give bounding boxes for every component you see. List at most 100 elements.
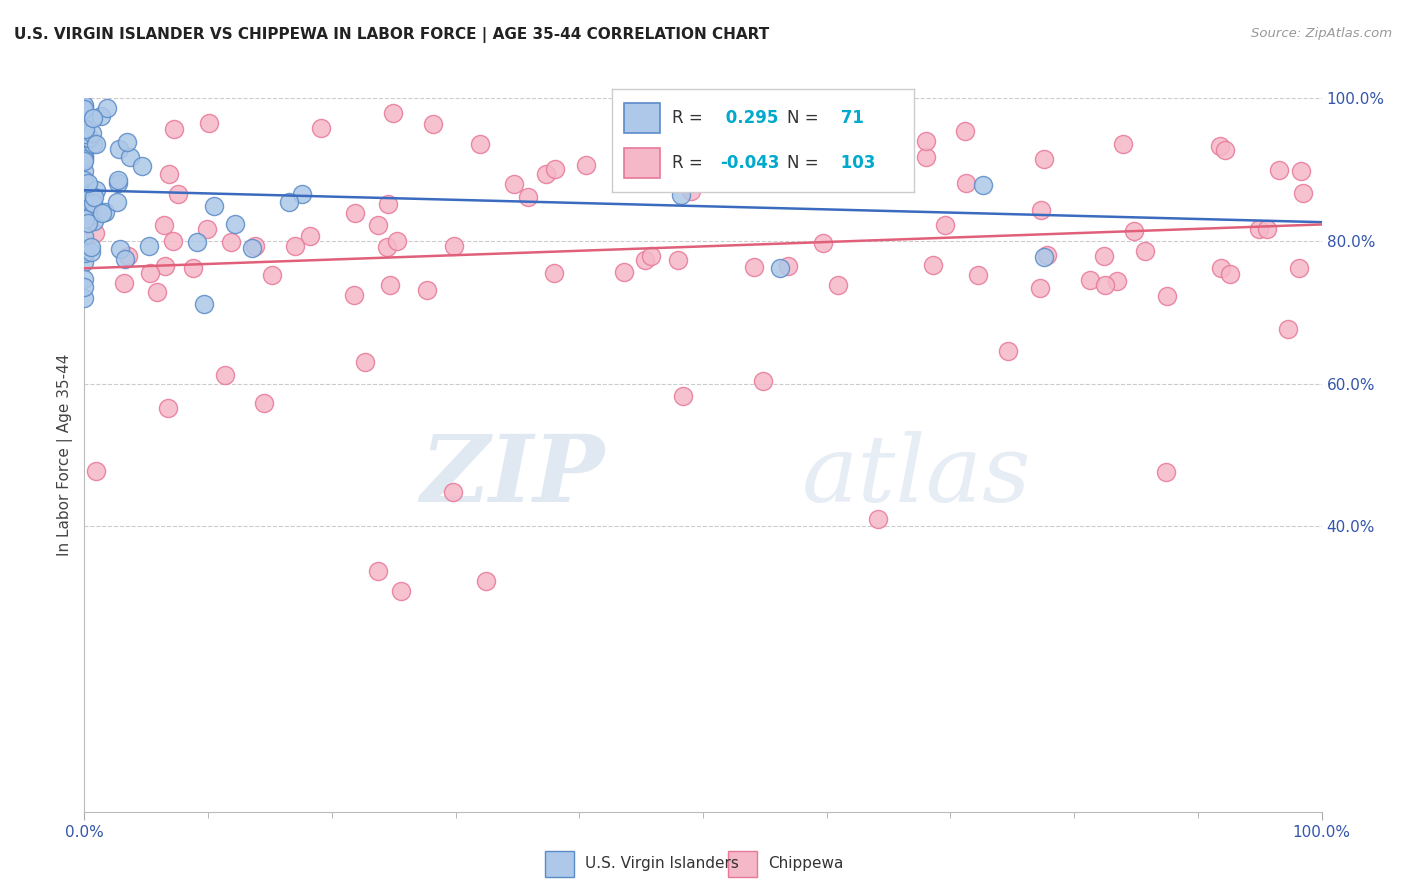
Point xyxy=(73,100,96,114)
Text: R =: R = xyxy=(672,109,703,127)
Point xyxy=(243,238,266,252)
Point xyxy=(886,159,908,173)
Point xyxy=(83,214,105,228)
Point xyxy=(1215,144,1237,158)
Point xyxy=(224,217,246,231)
Point xyxy=(75,128,97,142)
Bar xyxy=(728,851,758,877)
Point xyxy=(543,266,565,280)
Point xyxy=(193,297,215,311)
Point xyxy=(108,142,131,156)
Point xyxy=(375,240,398,254)
Point xyxy=(73,272,96,286)
Point xyxy=(163,122,186,136)
Point xyxy=(468,137,491,152)
Point xyxy=(131,159,153,173)
Point xyxy=(1247,221,1270,235)
Point xyxy=(214,368,236,383)
Point xyxy=(775,128,797,143)
Point xyxy=(972,178,994,193)
Point xyxy=(703,114,725,128)
Point xyxy=(742,260,765,274)
Point xyxy=(955,176,977,190)
Point xyxy=(186,235,208,250)
Point xyxy=(82,111,104,125)
Point xyxy=(1209,139,1232,153)
Point xyxy=(73,164,96,178)
Bar xyxy=(624,148,659,178)
Point xyxy=(262,268,284,283)
Point xyxy=(672,389,695,403)
Point xyxy=(387,235,409,249)
Point xyxy=(377,197,399,211)
Point xyxy=(1031,202,1053,217)
Point xyxy=(73,208,96,222)
Point xyxy=(77,177,100,191)
Point xyxy=(162,234,184,248)
Point xyxy=(80,245,103,260)
Point xyxy=(153,259,176,273)
Point xyxy=(79,186,101,201)
Text: 103: 103 xyxy=(835,154,876,172)
Point xyxy=(378,277,401,292)
Point xyxy=(821,162,844,177)
Point xyxy=(868,511,890,525)
Point xyxy=(73,208,96,222)
Point xyxy=(195,222,218,236)
Text: -0.043: -0.043 xyxy=(720,154,780,172)
Point xyxy=(73,229,96,244)
Point xyxy=(922,258,945,272)
Point xyxy=(83,189,105,203)
Point xyxy=(284,239,307,253)
Point xyxy=(1219,267,1241,281)
Point xyxy=(73,280,96,294)
Point xyxy=(634,253,657,268)
Point xyxy=(181,260,204,275)
Point xyxy=(640,249,662,263)
Point xyxy=(93,204,115,219)
Point xyxy=(669,188,692,202)
Point xyxy=(769,261,792,276)
Point xyxy=(157,167,180,181)
Point xyxy=(242,241,264,255)
Point xyxy=(73,196,96,211)
Point xyxy=(112,276,135,290)
Point xyxy=(138,239,160,253)
Point xyxy=(105,195,128,210)
Point xyxy=(73,98,96,112)
Point xyxy=(811,235,834,250)
Point xyxy=(1209,260,1232,275)
Point xyxy=(914,134,936,148)
Text: Source: ZipAtlas.com: Source: ZipAtlas.com xyxy=(1251,27,1392,40)
Point xyxy=(73,244,96,258)
Point xyxy=(1133,244,1156,258)
Point xyxy=(252,396,274,410)
Text: atlas: atlas xyxy=(801,432,1032,521)
Point xyxy=(73,150,96,164)
Point xyxy=(167,186,190,201)
Point xyxy=(114,252,136,266)
Point xyxy=(73,102,96,116)
Point xyxy=(73,121,96,136)
Point xyxy=(277,194,299,209)
Point xyxy=(544,162,567,177)
Point xyxy=(91,206,114,220)
Point xyxy=(82,126,104,140)
Point xyxy=(73,205,96,219)
Point xyxy=(82,137,104,152)
Point xyxy=(367,564,389,578)
Point xyxy=(145,285,167,299)
Point xyxy=(1032,250,1054,264)
Point xyxy=(1289,164,1312,178)
Point xyxy=(73,206,96,220)
Point xyxy=(343,288,366,302)
Point xyxy=(1029,281,1052,295)
Text: 0.295: 0.295 xyxy=(720,109,779,127)
Point xyxy=(73,143,96,157)
Point xyxy=(117,249,139,263)
Bar xyxy=(546,851,575,877)
Point xyxy=(416,283,439,297)
Point xyxy=(1123,224,1146,238)
Point xyxy=(309,121,332,136)
Point xyxy=(666,253,689,268)
